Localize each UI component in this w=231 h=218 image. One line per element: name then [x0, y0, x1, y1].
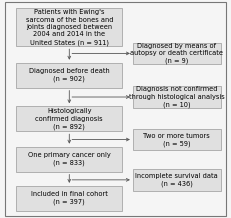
Bar	[133, 169, 221, 191]
Bar	[16, 8, 122, 46]
Text: Two or more tumors
(n = 59): Two or more tumors (n = 59)	[143, 133, 210, 146]
Bar	[16, 63, 122, 88]
Text: Diagnosed by means of
autopsy or death certificate
(n = 9): Diagnosed by means of autopsy or death c…	[130, 43, 223, 64]
Bar	[133, 43, 221, 64]
Bar	[16, 186, 122, 211]
Bar	[133, 129, 221, 150]
Text: Histologically
confirmed diagnosis
(n = 892): Histologically confirmed diagnosis (n = …	[36, 108, 103, 129]
Bar	[16, 146, 122, 172]
Text: Patients with Ewing's
sarcoma of the bones and
joints diagnosed between
2004 and: Patients with Ewing's sarcoma of the bon…	[26, 9, 113, 46]
Text: Diagnosis not confirmed
through histological analysis
(n = 10): Diagnosis not confirmed through histolog…	[129, 86, 225, 108]
Text: Incomplete survival data
(n = 436): Incomplete survival data (n = 436)	[135, 173, 218, 187]
Text: Included in final cohort
(n = 397): Included in final cohort (n = 397)	[31, 191, 108, 205]
Text: One primary cancer only
(n = 833): One primary cancer only (n = 833)	[28, 152, 111, 166]
Text: Diagnosed before death
(n = 902): Diagnosed before death (n = 902)	[29, 68, 110, 82]
Bar	[16, 106, 122, 131]
Bar	[133, 86, 221, 108]
